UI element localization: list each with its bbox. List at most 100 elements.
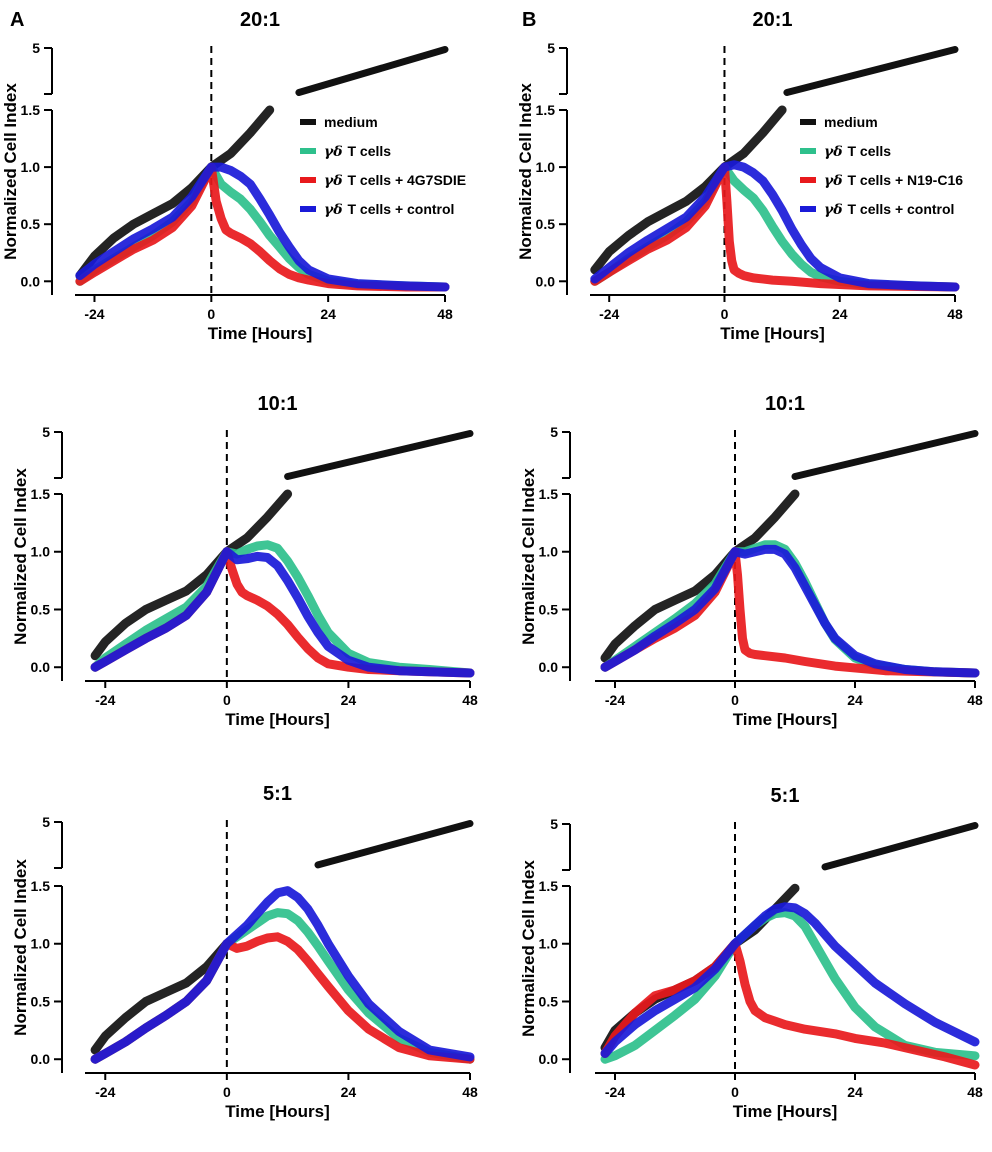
legend-label-text: T cells + N19-C16 bbox=[847, 172, 963, 188]
chart-6-x-axis-label: Time [Hours] bbox=[733, 1102, 838, 1121]
chart-5-y-axis-label: Normalized Cell Index bbox=[11, 859, 30, 1036]
chart-1-x-tick-label: 48 bbox=[437, 306, 453, 322]
chart-3-y-axis-label: Normalized Cell Index bbox=[11, 468, 30, 645]
chart-4-x-tick-label: 0 bbox=[731, 692, 739, 708]
chart-2-x-tick-label: -24 bbox=[599, 306, 619, 322]
chart-1-x-tick-label: 24 bbox=[320, 306, 336, 322]
legend-label: γδ T cells bbox=[324, 143, 391, 160]
chart-1-y-tick-label: 1.0 bbox=[21, 159, 41, 175]
chart-4-y-tick-label: 1.5 bbox=[539, 486, 559, 502]
chart-1-y-axis-label: Normalized Cell Index bbox=[1, 83, 20, 260]
chart-1-series-medium-line bbox=[75, 105, 275, 281]
legend-label: γδ T cells + control bbox=[324, 201, 454, 218]
chart-5: 5:1 5 0.0 0.5 1.0 1.5 -24 0 24 48 Time [Hours] Norm… bbox=[11, 783, 478, 1121]
chart-6-x-tick-label: 24 bbox=[847, 1084, 863, 1100]
chart-2: 20:1 5 0.0 0.5 1.0 1.5 -24 0 24 48 Time [Hours] Nor… bbox=[516, 9, 963, 343]
chart-6-series-medium-upper-line bbox=[821, 822, 979, 871]
chart-5-y-tick-label: 0.0 bbox=[31, 1051, 51, 1067]
chart-5-series-t-cells-control-line bbox=[90, 886, 475, 1064]
chart-3-y-tick-label: 1.5 bbox=[31, 486, 51, 502]
chart-1-series-medium-upper-line bbox=[295, 46, 449, 96]
chart-6-series-t-cells-n19-c16-line bbox=[600, 939, 980, 1070]
chart-5-y-tick-label-upper: 5 bbox=[42, 814, 50, 830]
chart-6-y-tick-label: 0.0 bbox=[539, 1051, 559, 1067]
legend-label-text: T cells + control bbox=[347, 201, 454, 217]
chart-3-series-medium-line bbox=[90, 489, 293, 661]
chart-3-y-tick-label: 0.0 bbox=[31, 659, 51, 675]
chart-2-y-tick-label: 1.5 bbox=[536, 102, 556, 118]
chart-4-x-axis-label: Time [Hours] bbox=[733, 710, 838, 729]
chart-6-y-tick-label: 1.0 bbox=[539, 936, 559, 952]
legend-greek-symbol: γδ bbox=[324, 173, 347, 189]
chart-3-x-tick-label: 0 bbox=[223, 692, 231, 708]
chart-5-y-tick-label: 0.5 bbox=[31, 993, 51, 1009]
chart-5-x-tick-label: -24 bbox=[95, 1084, 115, 1100]
chart-4-y-axis-label: Normalized Cell Index bbox=[519, 468, 538, 645]
chart-5-title: 5:1 bbox=[263, 783, 292, 805]
chart-5-y-tick-label: 1.5 bbox=[31, 878, 51, 894]
chart-3-y-tick-label: 1.0 bbox=[31, 544, 51, 560]
chart-3-x-axis-label: Time [Hours] bbox=[225, 710, 330, 729]
chart-4-x-tick-label: -24 bbox=[605, 692, 625, 708]
chart-1-y-tick-label: 1.5 bbox=[21, 102, 41, 118]
chart-6-y-tick-label: 1.5 bbox=[539, 878, 559, 894]
legend-greek-symbol: γδ bbox=[824, 202, 847, 218]
chart-4-x-tick-label: 24 bbox=[847, 692, 863, 708]
charts-container: 20:1 5 0.0 0.5 1.0 1.5 -24 0 24 48 Time [Hours] Nor… bbox=[1, 9, 983, 1121]
chart-2-x-axis-label: Time [Hours] bbox=[720, 324, 825, 343]
chart-1-x-tick-label: -24 bbox=[84, 306, 104, 322]
chart-1-series-t-cells-control-line bbox=[75, 162, 450, 292]
chart-5-x-tick-label: 48 bbox=[462, 1084, 478, 1100]
legend-greek-symbol: γδ bbox=[824, 173, 847, 189]
chart-3-x-tick-label: 24 bbox=[341, 692, 357, 708]
legend-label-text: T cells bbox=[847, 143, 891, 159]
legend-greek-symbol: γδ bbox=[324, 144, 347, 160]
chart-4-x-tick-label: 48 bbox=[967, 692, 983, 708]
chart-5-x-tick-label: 0 bbox=[223, 1084, 231, 1100]
chart-4: 10:1 5 0.0 0.5 1.0 1.5 -24 0 24 48 Time [Hours] Nor… bbox=[519, 393, 983, 729]
chart-5-x-axis-label: Time [Hours] bbox=[225, 1102, 330, 1121]
legend-label-text: medium bbox=[824, 114, 878, 130]
chart-3-x-tick-label: 48 bbox=[462, 692, 478, 708]
legend-label: medium bbox=[324, 114, 378, 130]
chart-4-y-tick-label: 1.0 bbox=[539, 544, 559, 560]
legend-label: γδ T cells + 4G7SDIE bbox=[324, 172, 466, 189]
legend-label: γδ T cells bbox=[824, 143, 891, 160]
chart-4-title: 10:1 bbox=[765, 393, 805, 415]
chart-6-y-axis-label: Normalized Cell Index bbox=[519, 860, 538, 1037]
chart-4-y-tick-label-upper: 5 bbox=[550, 424, 558, 440]
panel-letter-a: A bbox=[10, 9, 24, 31]
chart-1-y-tick-label: 0.5 bbox=[21, 216, 41, 232]
chart-2-series-medium-upper-line bbox=[783, 46, 959, 96]
chart-1-y-tick-label: 0.0 bbox=[21, 273, 41, 289]
panel-letter-b: B bbox=[522, 9, 536, 31]
chart-3-series-t-cells-line bbox=[90, 540, 475, 678]
chart-3-x-tick-label: -24 bbox=[95, 692, 115, 708]
legend-label-text: medium bbox=[324, 114, 378, 130]
chart-6-series-t-cells-control-line bbox=[600, 902, 980, 1058]
chart-6-x-tick-label: -24 bbox=[605, 1084, 625, 1100]
chart-5-series-medium-line bbox=[90, 939, 232, 1055]
chart-4-y-tick-label: 0.0 bbox=[539, 659, 559, 675]
chart-1: 20:1 5 0.0 0.5 1.0 1.5 -24 0 24 48 Time [Hours] Nor… bbox=[1, 9, 453, 343]
chart-2-x-tick-label: 24 bbox=[832, 306, 848, 322]
legend-label-text: T cells + control bbox=[847, 201, 954, 217]
chart-4-series-medium-upper-line bbox=[791, 430, 979, 480]
chart-2-y-axis-label: Normalized Cell Index bbox=[516, 83, 535, 260]
chart-5-y-tick-label: 1.0 bbox=[31, 936, 51, 952]
chart-4-series-medium-line bbox=[600, 489, 800, 663]
chart-2-series-medium-line bbox=[590, 105, 787, 275]
legend-label: medium bbox=[824, 114, 878, 130]
chart-1-x-tick-label: 0 bbox=[207, 306, 215, 322]
chart-6: 5:1 5 0.0 0.5 1.0 1.5 -24 0 24 48 Time [Hours] Norm… bbox=[519, 785, 983, 1121]
legend-greek-symbol: γδ bbox=[824, 144, 847, 160]
chart-3-series-medium-upper-line bbox=[284, 430, 474, 480]
chart-3-series-t-cells-control-line bbox=[90, 547, 475, 678]
legend-label-text: T cells + 4G7SDIE bbox=[347, 172, 466, 188]
legend-label-text: T cells bbox=[347, 143, 391, 159]
chart-2-y-tick-label: 0.5 bbox=[536, 216, 556, 232]
legend-greek-symbol: γδ bbox=[324, 202, 347, 218]
